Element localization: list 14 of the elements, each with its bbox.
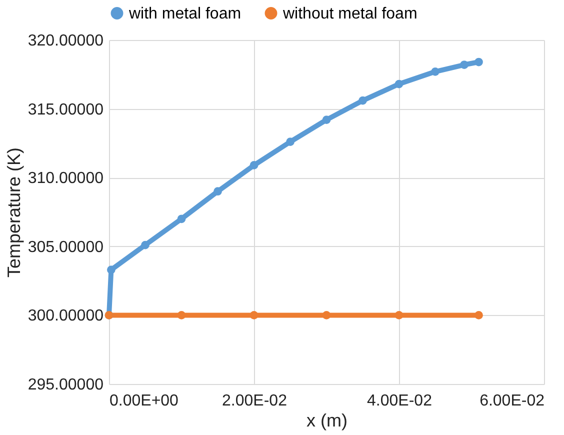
x-tick-label: 6.00E-02 [480,392,545,410]
y-tick-label: 305.00000 [28,238,104,256]
x-tick-label: 4.00E-02 [367,392,432,410]
x-tick-label: 2.00E-02 [222,392,288,410]
y-tick-label: 300.00000 [28,308,104,325]
legend-label: without metal foam [282,5,418,22]
y-axis-title: Temperature (K) [4,147,24,278]
y-tick-label: 295.00000 [28,376,104,394]
legend-label: with metal foam [128,5,242,22]
y-tick-label: 315.00000 [28,101,104,118]
y-tick-label: 320.00000 [28,32,104,50]
x-tick-label: 0.00E+00 [110,392,179,410]
x-axis-title: x (m) [306,410,348,430]
y-tick-label: 310.00000 [28,170,104,188]
